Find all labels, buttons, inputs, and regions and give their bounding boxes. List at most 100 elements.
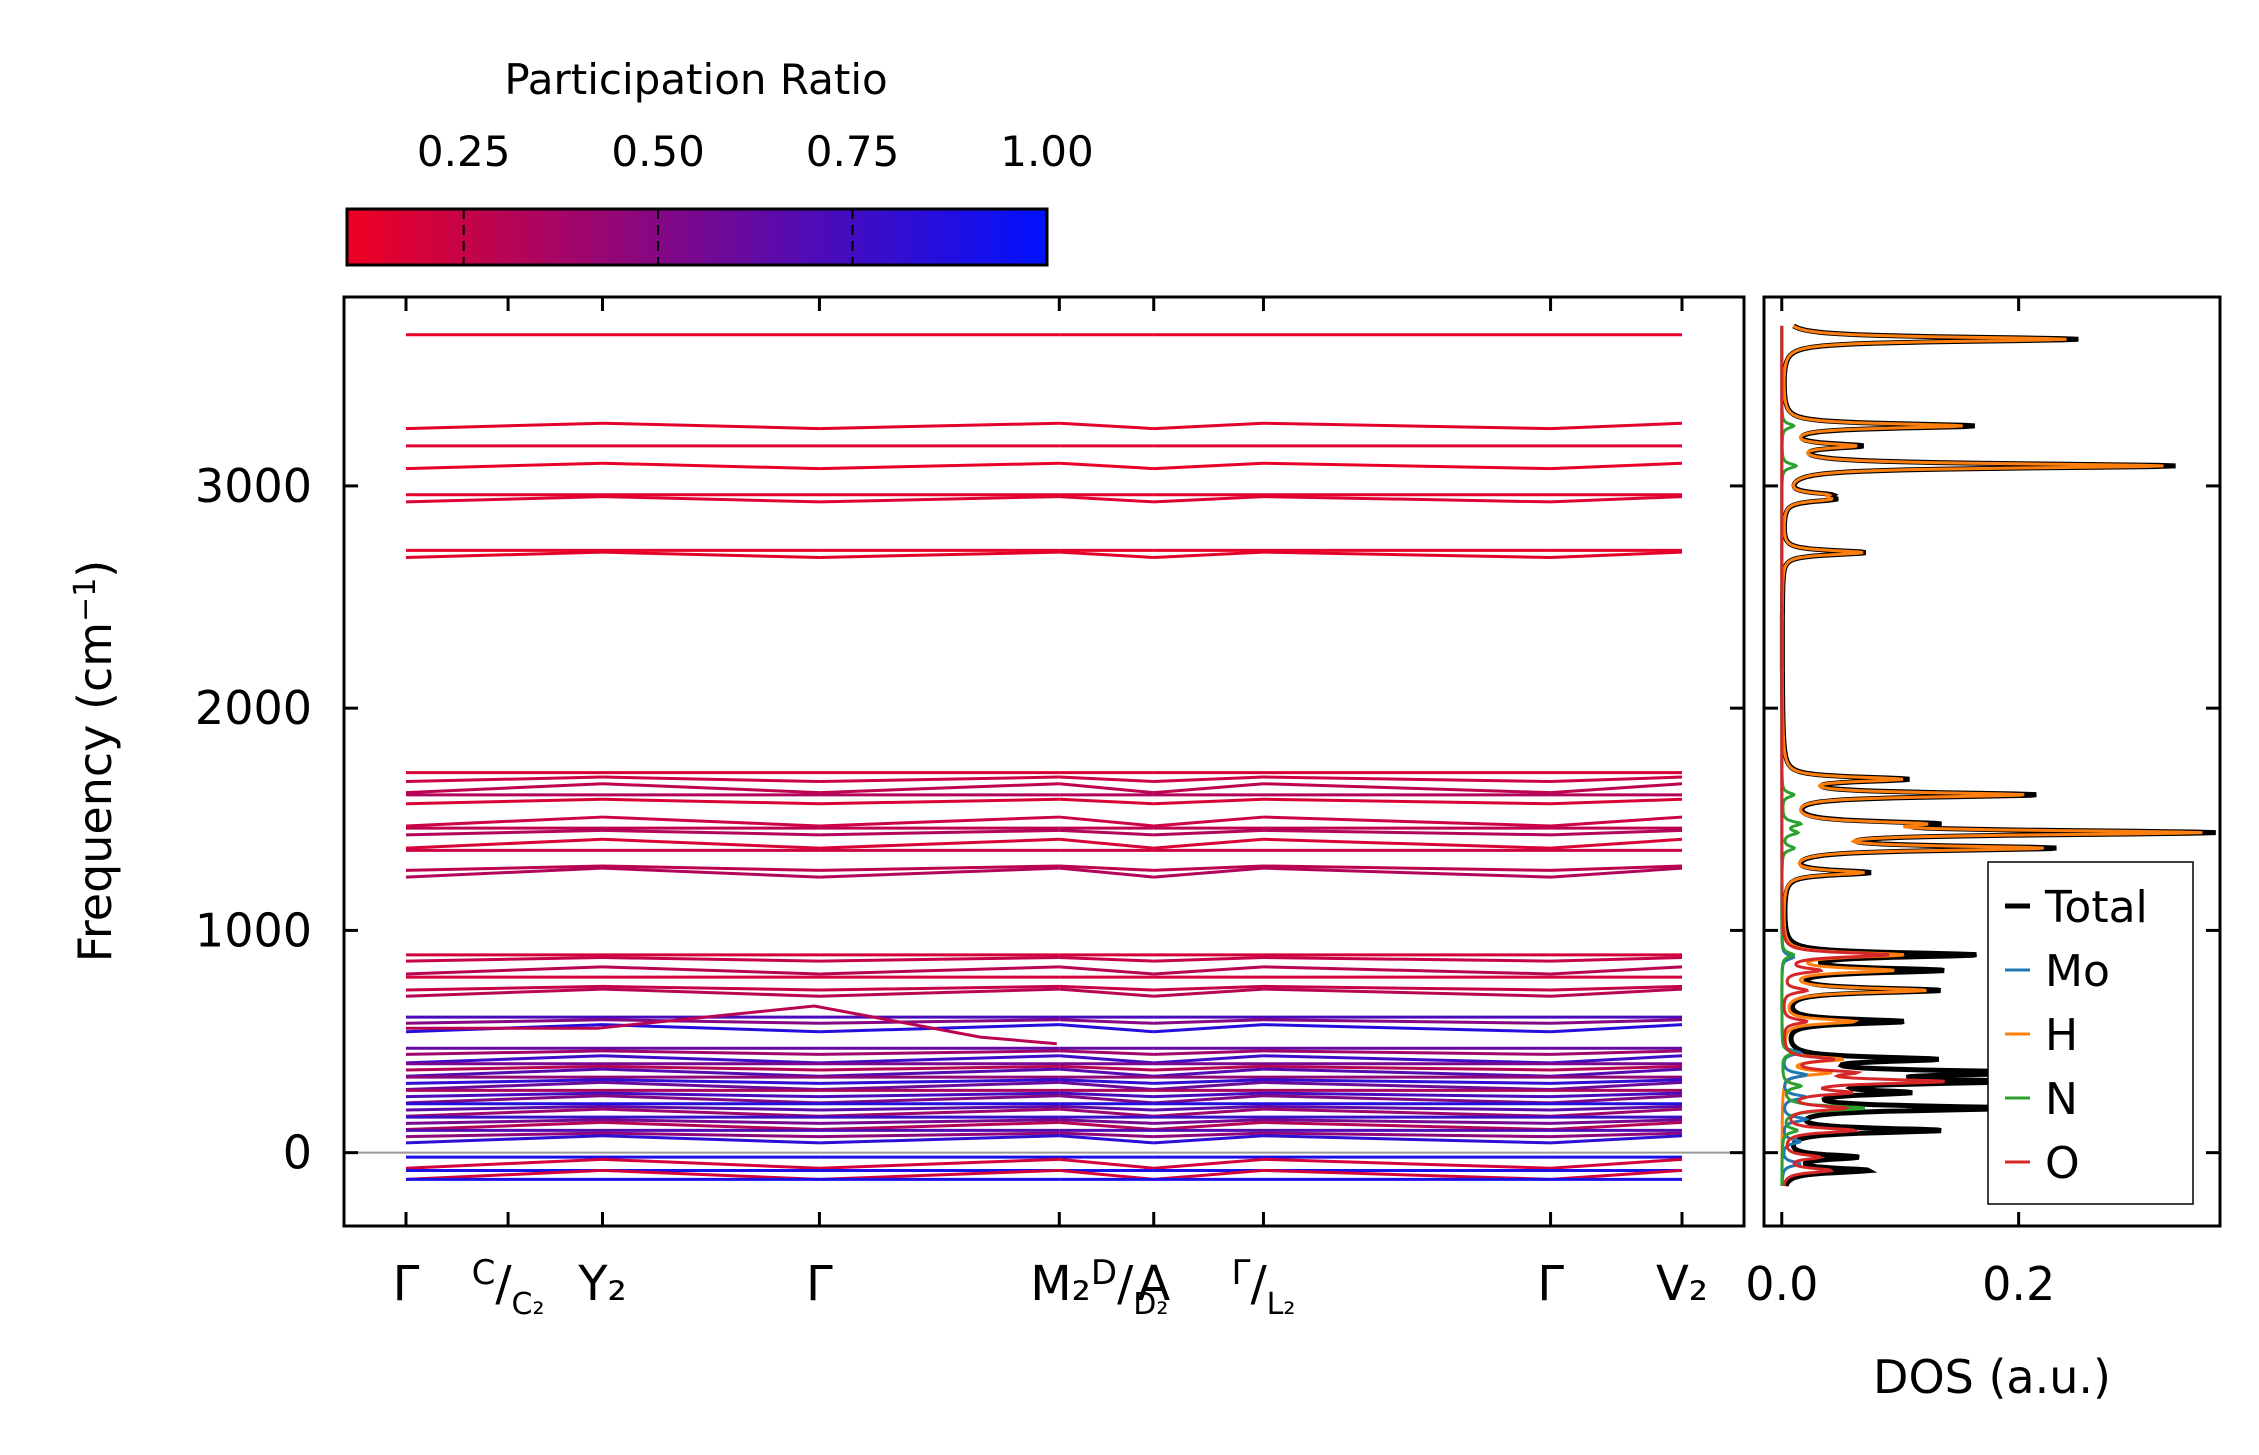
band-line	[602, 421, 820, 431]
band-line	[1263, 1104, 1551, 1112]
band-line	[1059, 495, 1154, 504]
band-line	[819, 987, 1060, 998]
band-line	[1263, 1049, 1551, 1056]
band-line	[405, 956, 603, 963]
dos-x-tick-label: 0.2	[1982, 1257, 2055, 1311]
band-line	[1153, 984, 1264, 992]
band-line	[405, 1118, 603, 1125]
band-line	[1263, 987, 1551, 998]
band-line	[1153, 1104, 1264, 1112]
band-line	[1550, 782, 1683, 795]
band-line	[405, 775, 603, 784]
band-line	[1059, 797, 1154, 806]
band-line	[819, 421, 1060, 431]
band-line	[1059, 864, 1154, 872]
band-line	[1153, 987, 1264, 998]
band-line	[1263, 1080, 1551, 1092]
band-line	[602, 1118, 820, 1125]
band-line	[1059, 1067, 1154, 1078]
band-line	[1059, 775, 1154, 784]
band-line	[819, 1067, 1060, 1078]
band-line	[819, 1157, 1060, 1170]
path-label: C/C₂	[472, 1253, 545, 1322]
band-line	[1550, 461, 1683, 471]
band-line	[602, 1120, 820, 1132]
band-line	[1153, 1094, 1264, 1105]
dos-panel: 0.0 0.2 DOS (a.u.) Total Mo HNO	[1745, 295, 2222, 1404]
band-line	[1263, 1157, 1551, 1170]
band-lines	[405, 333, 1683, 1181]
band-line	[602, 782, 820, 795]
frequency-axis-ticks: 0 1000 2000 3000	[195, 459, 1744, 1180]
band-line	[1263, 797, 1551, 806]
band-plot-frame	[342, 295, 1746, 1228]
colorbar-label: Participation Ratio	[504, 55, 887, 104]
band-line	[1263, 1094, 1551, 1105]
band-line	[405, 987, 603, 998]
band-line	[405, 421, 603, 431]
band-line	[1153, 461, 1264, 471]
band-line	[405, 1080, 603, 1092]
band-line	[602, 866, 820, 879]
band-line	[1550, 1157, 1683, 1170]
band-line	[1153, 775, 1264, 784]
band-line	[1153, 782, 1264, 795]
band-line	[1153, 956, 1264, 963]
dos-curves	[1779, 323, 2216, 1187]
band-line	[602, 550, 820, 559]
colorbar-tick-label: 1.00	[1000, 127, 1094, 176]
band-line	[1153, 550, 1264, 559]
y-tick-label: 0	[283, 1126, 312, 1180]
band-line	[1263, 461, 1551, 471]
band-line	[819, 1078, 1060, 1085]
band-line	[1059, 1120, 1154, 1132]
band-line	[1059, 956, 1154, 963]
band-line	[405, 815, 603, 828]
band-line	[819, 1054, 1060, 1065]
band-line	[406, 1004, 1057, 1046]
band-line	[1059, 1078, 1154, 1085]
band-line	[602, 1131, 820, 1139]
band-line	[602, 837, 820, 850]
band-line	[1263, 421, 1551, 431]
band-line	[1059, 550, 1154, 559]
band-line	[602, 775, 820, 784]
band-line	[1550, 866, 1683, 879]
path-label: A	[1137, 1256, 1170, 1312]
band-line	[1059, 1080, 1154, 1092]
colorbar: Participation Ratio 0.25 0.50 0.75 1.00	[345, 55, 1094, 267]
band-line	[1263, 775, 1551, 784]
band-line	[1059, 1107, 1154, 1118]
band-line	[819, 1104, 1060, 1112]
band-line	[602, 815, 820, 828]
band-line	[405, 1104, 603, 1112]
band-line	[819, 775, 1060, 784]
band-line	[1263, 1107, 1551, 1118]
band-line	[1153, 1118, 1264, 1125]
band-line	[405, 1064, 603, 1072]
band-line	[819, 866, 1060, 879]
band-line	[1550, 775, 1683, 784]
band-line	[1263, 495, 1551, 504]
band-line	[1550, 828, 1683, 837]
band-line	[1550, 1104, 1683, 1112]
path-axis-ticks: Γ C/C₂ Y₂ Γ M₂D/D₂A Γ/L₂ Γ V₂	[393, 297, 1708, 1322]
band-line	[1153, 828, 1264, 837]
band-line	[1059, 965, 1154, 976]
band-line	[405, 984, 603, 992]
band-line	[602, 956, 820, 963]
band-line	[1263, 864, 1551, 872]
band-line	[1263, 1023, 1551, 1034]
band-line	[1059, 1018, 1154, 1025]
band-line	[1550, 956, 1683, 963]
band-line	[819, 864, 1060, 872]
band-line	[405, 1018, 603, 1025]
band-line	[1550, 1049, 1683, 1056]
colorbar-tick-label: 0.50	[611, 127, 705, 176]
band-line	[405, 1131, 603, 1139]
band-line	[819, 782, 1060, 795]
frequency-axis-label: Frequency (cm−1)	[68, 560, 122, 963]
band-line	[1550, 1094, 1683, 1105]
band-line	[1550, 550, 1683, 559]
